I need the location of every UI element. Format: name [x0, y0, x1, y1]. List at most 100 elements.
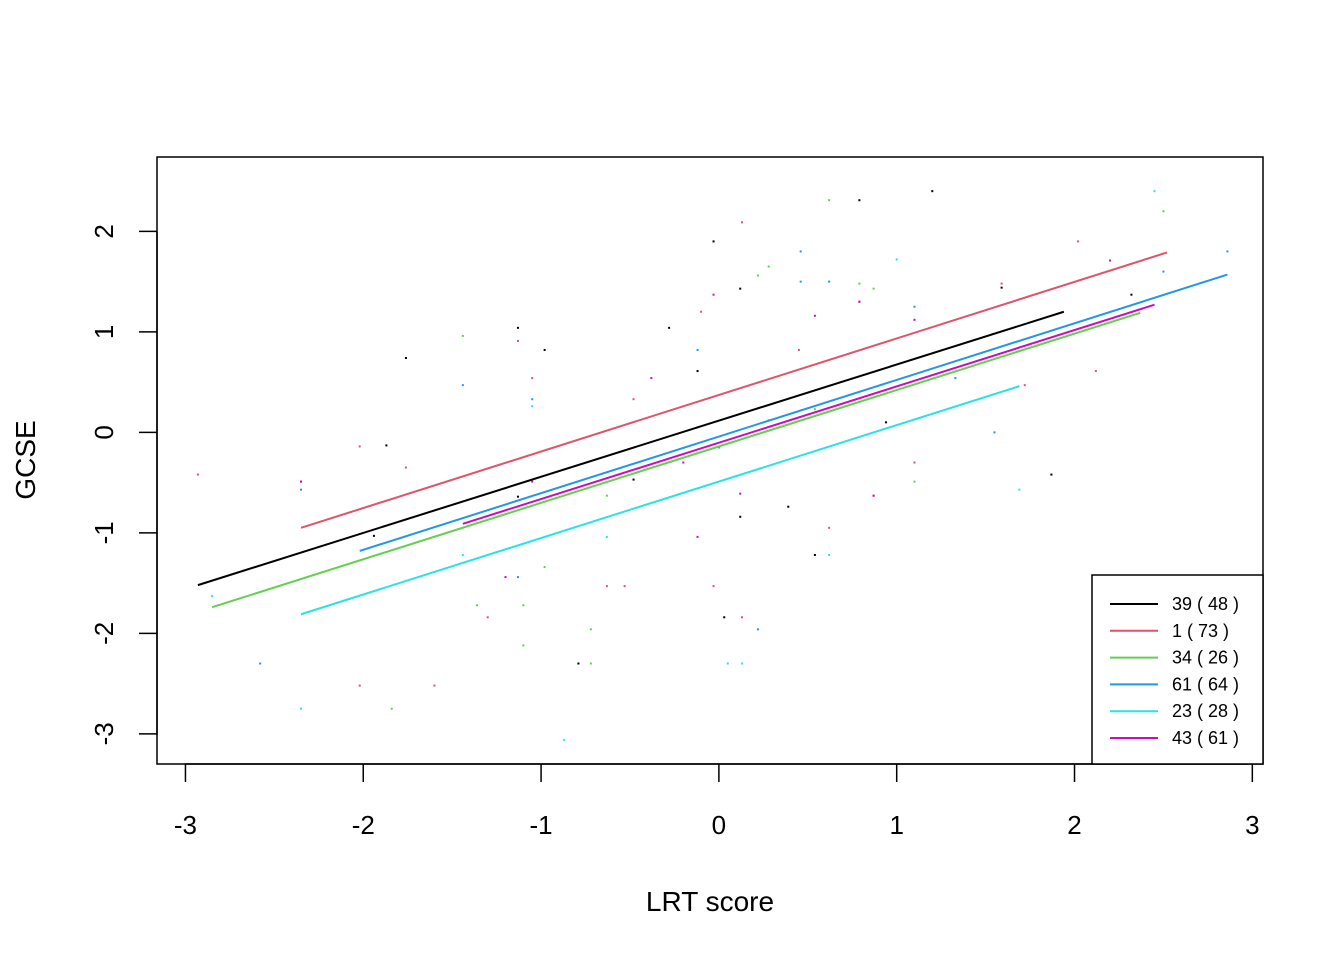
y-tick-label: -3	[89, 722, 119, 745]
data-point	[385, 444, 388, 447]
data-point	[813, 553, 816, 556]
data-point	[954, 377, 957, 380]
x-tick-label: 3	[1245, 810, 1259, 840]
data-point	[858, 199, 861, 202]
y-tick-label: -1	[89, 521, 119, 544]
data-point	[872, 287, 875, 290]
data-point	[1094, 370, 1097, 373]
data-point	[196, 473, 199, 476]
data-point	[757, 628, 760, 631]
data-point	[358, 445, 361, 448]
data-point	[1109, 259, 1112, 262]
data-point	[712, 240, 715, 243]
data-point	[741, 221, 744, 224]
data-point	[300, 707, 303, 710]
data-point	[531, 480, 534, 483]
data-point	[739, 492, 742, 495]
data-point	[757, 274, 760, 277]
data-point	[828, 280, 831, 283]
data-point	[1077, 240, 1080, 243]
data-point	[1000, 286, 1003, 289]
series-line	[197, 310, 1065, 587]
data-point	[461, 384, 464, 387]
data-point	[504, 576, 507, 579]
legend-box	[1091, 574, 1264, 765]
data-point	[913, 461, 916, 464]
data-point	[650, 377, 653, 380]
data-point	[516, 495, 519, 498]
data-point	[531, 398, 534, 401]
data-point	[682, 461, 685, 464]
legend-label: 39 ( 48 )	[1172, 594, 1239, 614]
data-point	[211, 595, 214, 598]
data-point	[543, 348, 546, 351]
data-point	[300, 488, 303, 491]
data-point	[712, 293, 715, 296]
data-point	[589, 662, 592, 665]
y-tick-label: -2	[89, 622, 119, 645]
x-tick-label: -3	[174, 810, 197, 840]
data-point	[259, 662, 262, 665]
x-tick-label: -2	[352, 810, 375, 840]
data-point	[723, 616, 726, 619]
data-point	[739, 287, 742, 290]
data-point	[739, 515, 742, 518]
data-point	[696, 370, 699, 373]
data-point	[522, 644, 525, 647]
data-point	[913, 305, 916, 308]
data-point	[461, 334, 464, 337]
data-point	[741, 616, 744, 619]
legend-label: 23 ( 28 )	[1172, 701, 1239, 721]
data-point	[1023, 384, 1026, 387]
data-point	[1162, 210, 1165, 213]
data-point	[605, 535, 608, 538]
data-point	[931, 190, 934, 193]
data-point	[872, 494, 875, 497]
data-point	[813, 408, 816, 411]
data-point	[696, 535, 699, 538]
data-point	[632, 478, 635, 481]
data-point	[1153, 190, 1156, 193]
data-point	[799, 250, 802, 253]
x-axis: -3 -2 -1 0 1 2 3	[174, 763, 1260, 840]
data-point	[372, 534, 375, 537]
data-point	[767, 265, 770, 268]
legend-label: 34 ( 26 )	[1172, 648, 1239, 668]
data-point	[531, 377, 534, 380]
data-point	[461, 553, 464, 556]
data-point	[799, 280, 802, 283]
data-point	[797, 348, 800, 351]
data-point	[1226, 250, 1229, 253]
regression-lines	[197, 251, 1228, 616]
data-point	[543, 566, 546, 569]
data-point	[913, 480, 916, 483]
data-point	[589, 628, 592, 631]
data-point	[390, 707, 393, 710]
data-point	[563, 738, 566, 741]
data-point	[300, 480, 303, 483]
data-point	[404, 356, 407, 359]
data-point	[726, 662, 729, 665]
legend-label: 1 ( 73 )	[1172, 621, 1229, 641]
data-point	[516, 576, 519, 579]
data-point	[1000, 282, 1003, 285]
data-point	[885, 421, 888, 424]
data-point	[358, 684, 361, 687]
data-point	[1050, 473, 1053, 476]
data-point	[605, 494, 608, 497]
x-tick-label: -1	[530, 810, 553, 840]
data-point	[632, 398, 635, 401]
data-point	[1130, 293, 1133, 296]
data-point	[858, 282, 861, 285]
series-line	[300, 385, 1020, 616]
series-line	[462, 303, 1155, 525]
data-point	[858, 300, 861, 303]
data-point	[700, 310, 703, 313]
data-point	[605, 585, 608, 588]
legend-label: 43 ( 61 )	[1172, 728, 1239, 748]
data-point	[828, 553, 831, 556]
data-point	[668, 326, 671, 329]
data-point	[433, 684, 436, 687]
